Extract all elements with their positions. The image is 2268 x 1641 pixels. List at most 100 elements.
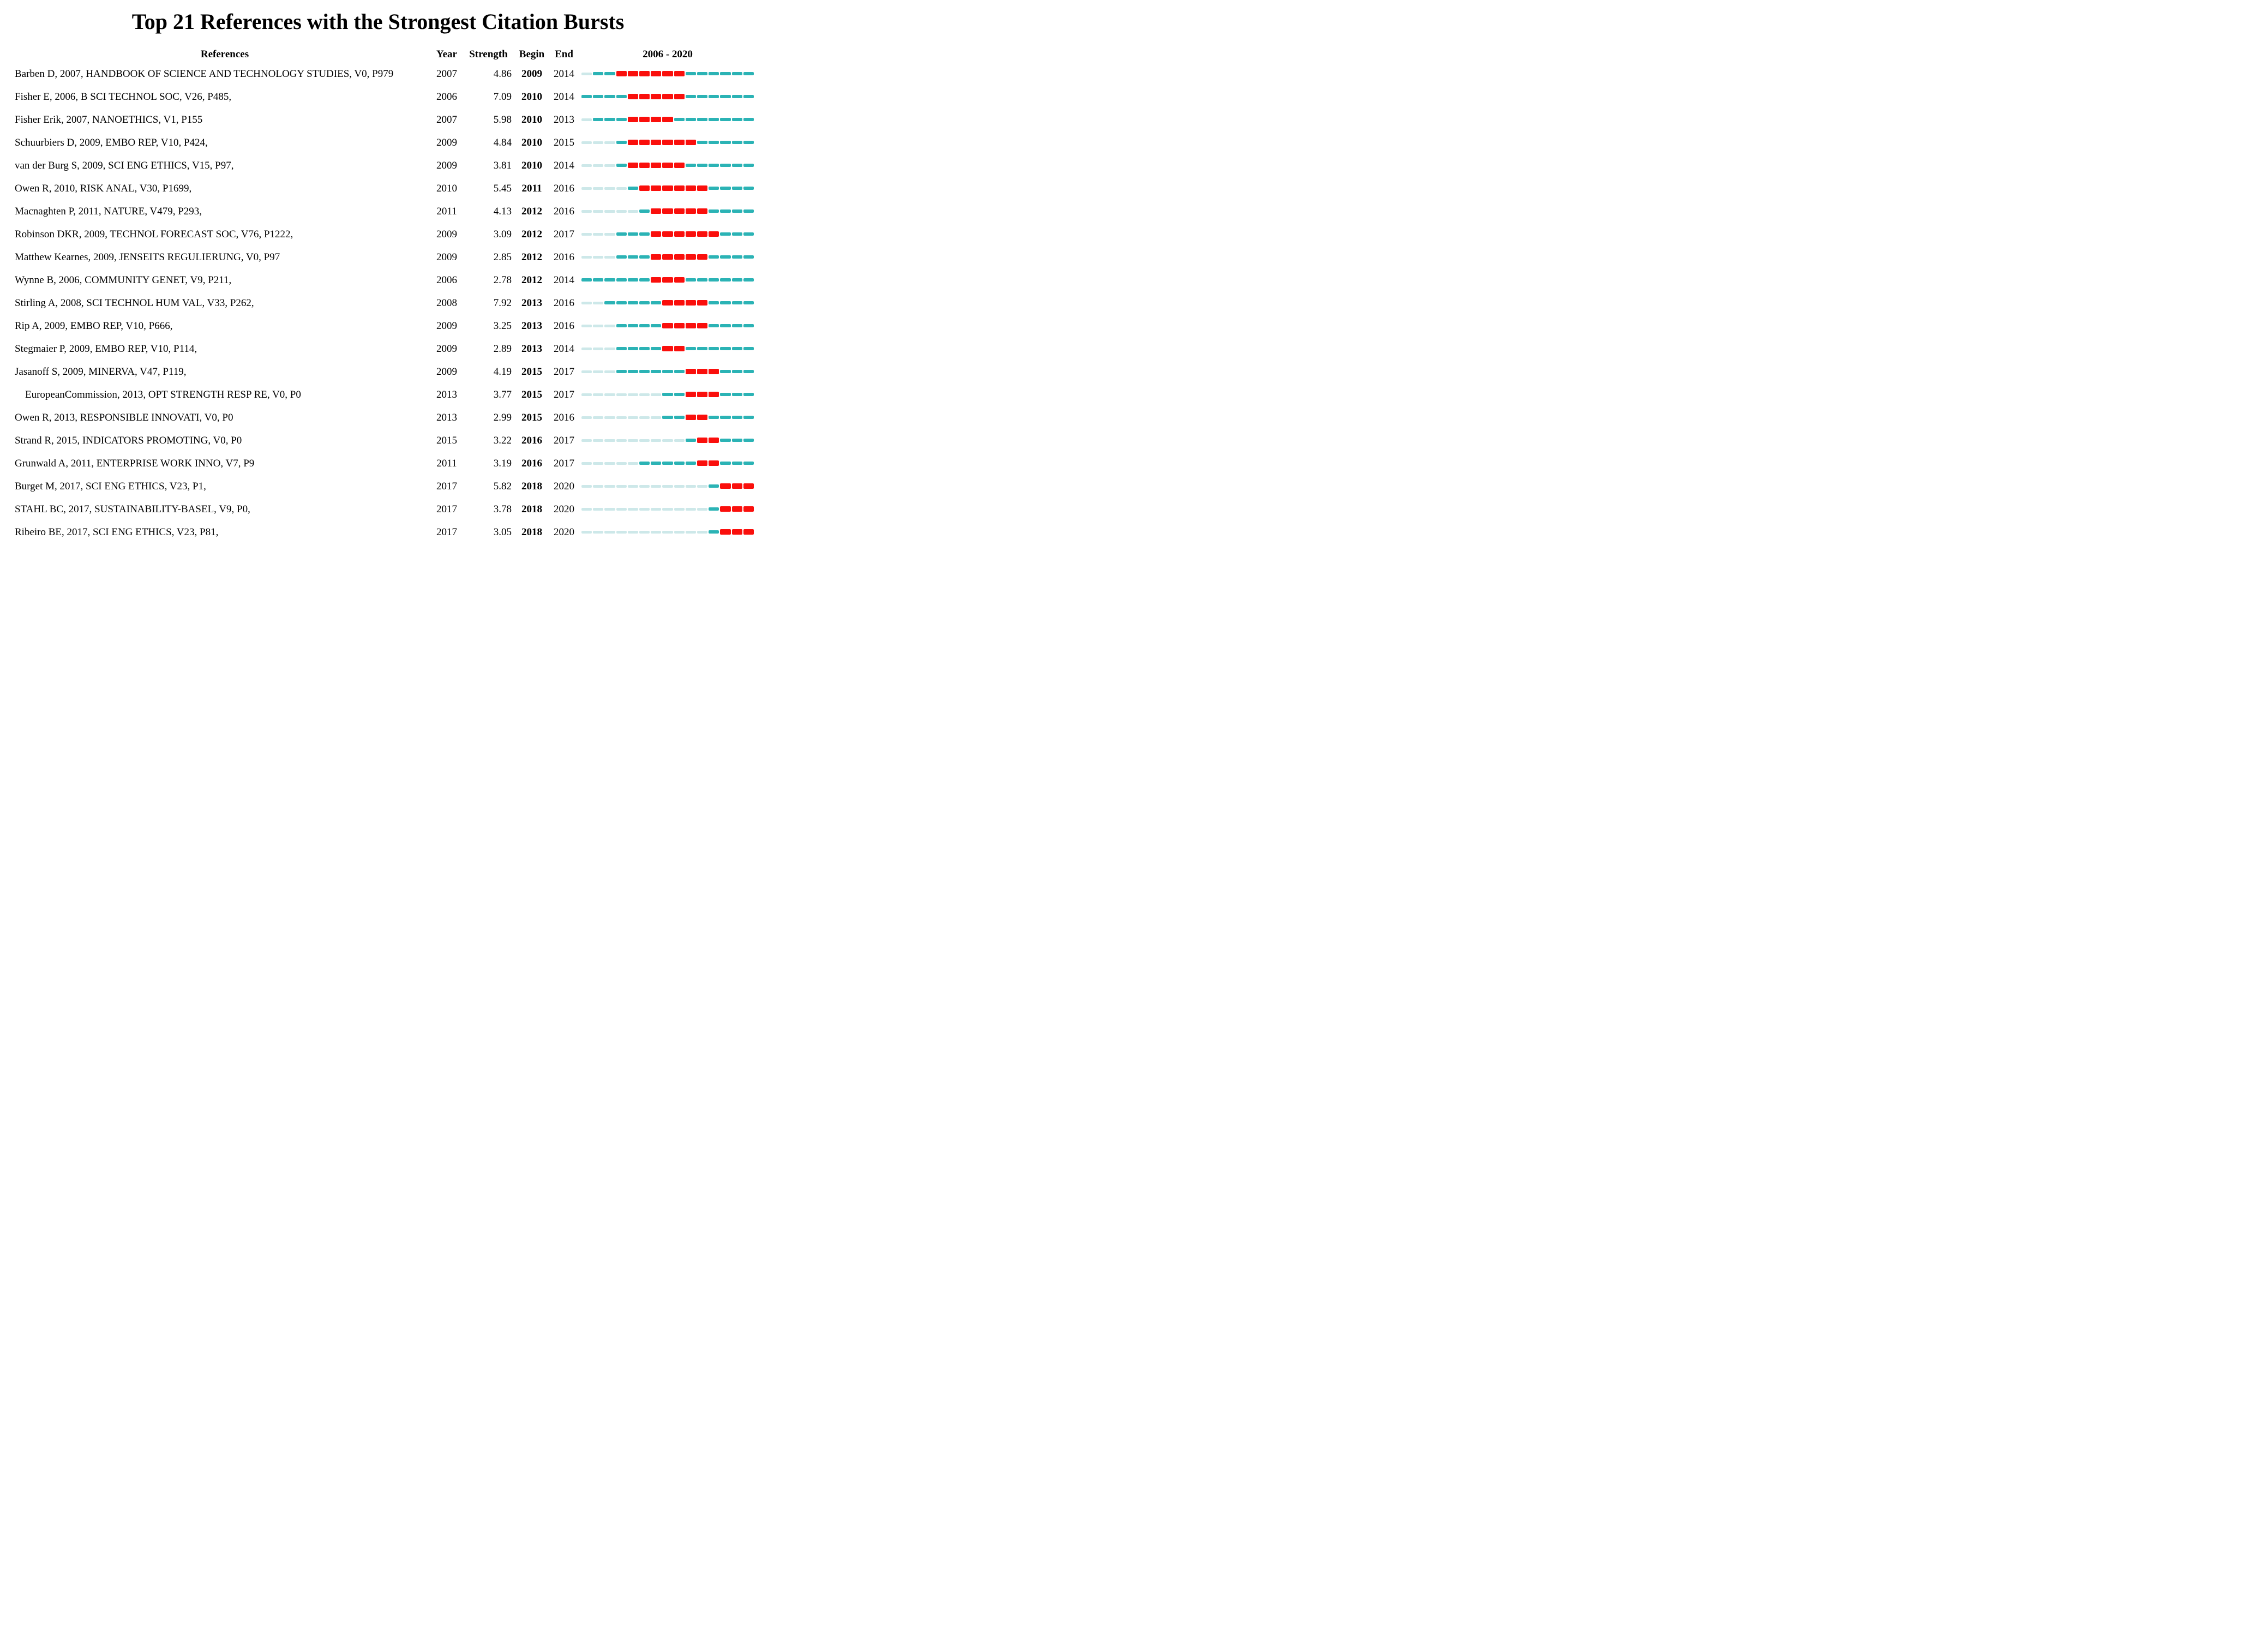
burst-timeline xyxy=(581,291,754,314)
timeline-segment-2020 xyxy=(743,278,754,282)
burst-timeline xyxy=(581,245,754,268)
timeline-segment-2012 xyxy=(651,301,662,304)
timeline-segment-2012 xyxy=(651,462,662,465)
timeline-segment-2011 xyxy=(639,301,650,304)
timeline-segment-2009 xyxy=(616,462,627,465)
timeline-segment-2014 xyxy=(674,71,685,76)
timeline-segment-2009 xyxy=(616,507,627,511)
timeline-segment-2011 xyxy=(639,370,650,373)
timeline-segment-2009 xyxy=(616,209,627,213)
reference-cell: Barben D, 2007, HANDBOOK OF SCIENCE AND … xyxy=(15,68,394,80)
timeline-segment-2008 xyxy=(604,530,615,534)
timeline-segment-2019 xyxy=(731,462,742,465)
timeline-segment-2017 xyxy=(709,416,719,419)
year-cell: 2017 xyxy=(436,526,457,538)
timeline-segment-2018 xyxy=(720,393,731,396)
reference-cell: van der Burg S, 2009, SCI ENG ETHICS, V1… xyxy=(15,159,234,171)
timeline-segment-2010 xyxy=(627,278,639,282)
table-header: References Year Strength Begin End 2006 … xyxy=(15,46,756,62)
timeline-segment-2013 xyxy=(662,140,673,145)
begin-cell: 2010 xyxy=(521,91,542,103)
timeline-segment-2012 xyxy=(651,277,662,283)
timeline-segment-2006 xyxy=(581,209,592,213)
burst-timeline xyxy=(581,520,754,543)
reference-cell: Fisher E, 2006, B SCI TECHNOL SOC, V26, … xyxy=(15,91,232,103)
timeline-segment-2013 xyxy=(662,346,673,351)
timeline-segment-2017 xyxy=(709,460,719,466)
timeline-segment-2008 xyxy=(604,347,615,350)
timeline-segment-2019 xyxy=(731,506,742,512)
timeline-segment-2006 xyxy=(581,118,592,121)
page-title: Top 21 References with the Strongest Cit… xyxy=(131,9,625,34)
timeline-segment-2013 xyxy=(662,208,673,214)
timeline-segment-2020 xyxy=(743,324,754,327)
timeline-segment-2018 xyxy=(720,255,731,259)
end-cell: 2017 xyxy=(554,388,574,400)
timeline-segment-2017 xyxy=(709,72,719,75)
timeline-segment-2008 xyxy=(604,72,615,75)
timeline-segment-2016 xyxy=(697,72,708,75)
table-row: Schuurbiers D, 2009, EMBO REP, V10, P424… xyxy=(15,131,756,154)
begin-cell: 2015 xyxy=(521,388,542,400)
timeline-segment-2008 xyxy=(604,507,615,511)
timeline-segment-2010 xyxy=(627,187,639,190)
timeline-segment-2008 xyxy=(604,393,615,396)
timeline-segment-2020 xyxy=(743,416,754,419)
table-row: Fisher E, 2006, B SCI TECHNOL SOC, V26, … xyxy=(15,85,756,108)
timeline-segment-2011 xyxy=(639,393,650,396)
timeline-segment-2012 xyxy=(651,185,662,191)
timeline-segment-2015 xyxy=(685,347,697,350)
timeline-segment-2016 xyxy=(697,300,708,306)
timeline-segment-2010 xyxy=(627,301,639,304)
timeline-segment-2011 xyxy=(639,163,650,168)
timeline-segment-2013 xyxy=(662,462,673,465)
table-row: Jasanoff S, 2009, MINERVA, V47, P119, 20… xyxy=(15,360,756,383)
timeline-segment-2008 xyxy=(604,301,615,304)
timeline-segment-2017 xyxy=(709,278,719,282)
timeline-segment-2013 xyxy=(662,416,673,419)
begin-cell: 2012 xyxy=(521,228,542,240)
timeline-segment-2007 xyxy=(593,118,604,121)
timeline-segment-2011 xyxy=(639,507,650,511)
timeline-segment-2017 xyxy=(709,392,719,397)
end-cell: 2014 xyxy=(554,159,574,171)
timeline-segment-2010 xyxy=(627,370,639,373)
timeline-segment-2017 xyxy=(709,484,719,488)
timeline-segment-2015 xyxy=(685,278,697,282)
timeline-segment-2009 xyxy=(616,393,627,396)
timeline-segment-2009 xyxy=(616,278,627,282)
timeline-segment-2016 xyxy=(697,141,708,144)
timeline-segment-2019 xyxy=(731,483,742,489)
timeline-segment-2019 xyxy=(731,255,742,259)
strength-cell: 3.22 xyxy=(493,434,512,446)
table-row: Burget M, 2017, SCI ENG ETHICS, V23, P1,… xyxy=(15,475,756,498)
timeline-segment-2013 xyxy=(662,117,673,122)
timeline-segment-2009 xyxy=(616,301,627,304)
end-cell: 2015 xyxy=(554,136,574,148)
timeline-segment-2015 xyxy=(685,392,697,397)
timeline-segment-2006 xyxy=(581,462,592,465)
timeline-segment-2008 xyxy=(604,232,615,236)
timeline-segment-2011 xyxy=(639,439,650,442)
timeline-segment-2015 xyxy=(685,323,697,328)
burst-timeline xyxy=(581,62,754,85)
reference-cell: Macnaghten P, 2011, NATURE, V479, P293, xyxy=(15,205,202,217)
end-cell: 2016 xyxy=(554,411,574,423)
begin-cell: 2018 xyxy=(521,526,542,538)
table-row: van der Burg S, 2009, SCI ENG ETHICS, V1… xyxy=(15,154,756,177)
timeline-segment-2006 xyxy=(581,95,592,98)
timeline-segment-2015 xyxy=(685,164,697,167)
timeline-segment-2019 xyxy=(731,187,742,190)
timeline-segment-2014 xyxy=(674,462,685,465)
timeline-segment-2013 xyxy=(662,370,673,373)
begin-cell: 2012 xyxy=(521,205,542,217)
timeline-segment-2019 xyxy=(731,72,742,75)
table-body: Barben D, 2007, HANDBOOK OF SCIENCE AND … xyxy=(15,62,756,543)
burst-timeline xyxy=(581,360,754,383)
timeline-segment-2015 xyxy=(685,484,697,488)
timeline-segment-2010 xyxy=(627,416,639,419)
table-row: Robinson DKR, 2009, TECHNOL FORECAST SOC… xyxy=(15,223,756,245)
timeline-segment-2012 xyxy=(651,163,662,168)
timeline-segment-2010 xyxy=(627,71,639,76)
timeline-segment-2015 xyxy=(685,369,697,374)
